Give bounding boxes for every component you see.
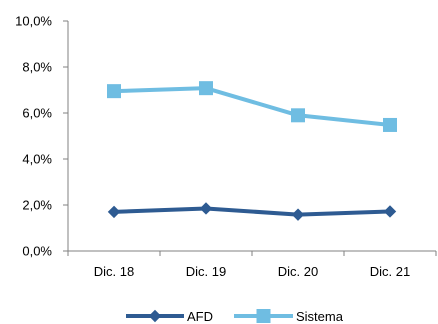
legend-item-sistema: Sistema — [234, 309, 344, 324]
data-point — [107, 205, 121, 219]
y-tick-label: 6,0% — [22, 106, 52, 121]
y-tick-label: 0,0% — [22, 244, 52, 259]
y-tick-label: 2,0% — [22, 198, 52, 213]
chart-series — [107, 81, 397, 221]
y-tick-label: 10,0% — [15, 14, 52, 29]
legend-item-afd: AFD — [126, 309, 213, 324]
x-tick-label: Dic. 19 — [186, 264, 226, 279]
legend-marker — [148, 309, 162, 323]
y-axis-ticks: 0,0% 2,0% 4,0% 6,0% 8,0% 10,0% — [15, 14, 68, 259]
legend-label: AFD — [187, 309, 213, 324]
chart-legend: AFD Sistema — [126, 309, 344, 324]
x-axis-ticks: Dic. 18 Dic. 19 Dic. 20 Dic. 21 — [67, 251, 437, 279]
legend-label: Sistema — [296, 309, 344, 324]
series-line — [113, 206, 391, 217]
data-point — [383, 117, 397, 132]
data-point — [383, 205, 397, 218]
series-line — [113, 86, 391, 127]
data-point — [199, 81, 213, 96]
y-tick-label: 8,0% — [22, 60, 52, 75]
x-tick-label: Dic. 18 — [94, 264, 134, 279]
x-tick-label: Dic. 21 — [370, 264, 410, 279]
legend-marker — [256, 309, 271, 323]
series-afd — [107, 202, 397, 221]
y-tick-label: 4,0% — [22, 152, 52, 167]
data-point — [199, 202, 213, 215]
chart-axes — [67, 21, 436, 252]
series-sistema — [107, 81, 397, 132]
data-point — [291, 208, 305, 221]
data-point — [107, 84, 121, 99]
data-point — [291, 108, 305, 123]
x-tick-label: Dic. 20 — [278, 264, 318, 279]
